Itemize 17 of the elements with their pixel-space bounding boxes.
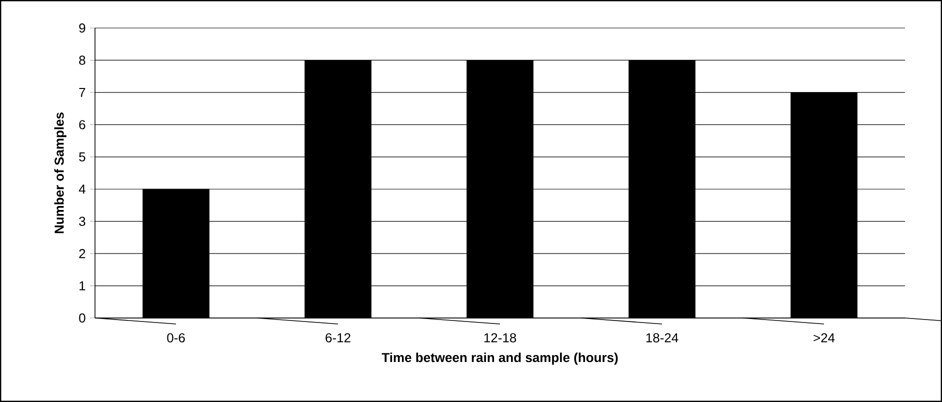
x-tick-label: 6-12: [326, 333, 350, 342]
x-tick-label: 12-18: [484, 333, 516, 342]
y-tick-label: 4: [78, 184, 86, 194]
y-tick-label: 5: [79, 152, 86, 162]
x-tick-label: 18-24: [646, 333, 678, 342]
y-tick-label: 8: [79, 56, 86, 65]
y-tick-label: 1: [80, 281, 86, 290]
y-tick-label: 3: [79, 216, 86, 226]
x-tick-label: >24: [814, 333, 835, 342]
y-tick-label: 6: [79, 120, 86, 130]
y-tick-label: 9: [79, 23, 86, 33]
y-axis-title: Number of Samples: [54, 112, 66, 234]
x-tick-label: 0-6: [167, 333, 185, 342]
y-tick-label: 7: [79, 88, 86, 97]
y-tick-label: 2: [79, 249, 86, 258]
x-axis-title: Time between rain and sample (hours): [382, 352, 618, 365]
y-tick-label: 0: [79, 313, 86, 323]
